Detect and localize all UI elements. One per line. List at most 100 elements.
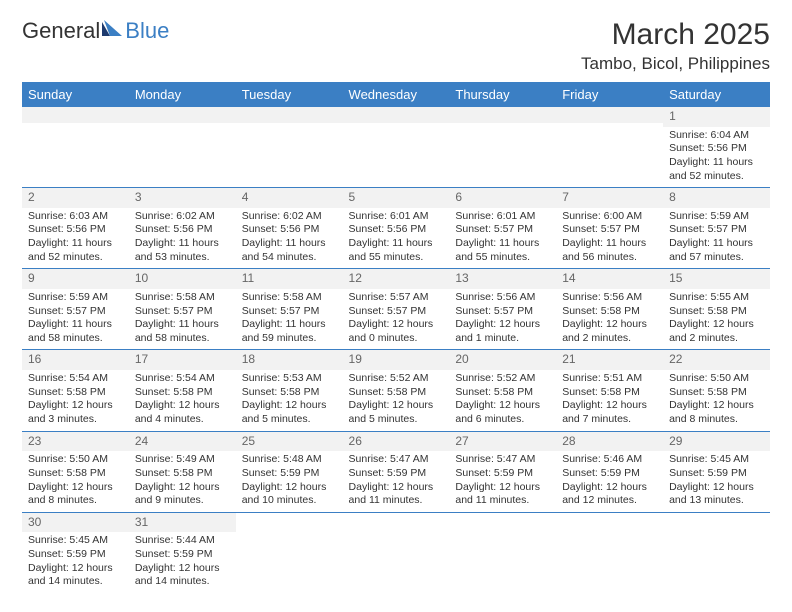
sunset-text: Sunset: 5:57 PM	[28, 305, 123, 319]
calendar-cell: 5Sunrise: 6:01 AMSunset: 5:56 PMDaylight…	[343, 188, 450, 269]
sunset-text: Sunset: 5:59 PM	[669, 467, 764, 481]
day-content: Sunrise: 5:56 AMSunset: 5:57 PMDaylight:…	[449, 289, 556, 350]
day-header: Monday	[129, 82, 236, 107]
day-content: Sunrise: 5:46 AMSunset: 5:59 PMDaylight:…	[556, 451, 663, 512]
calendar-cell: 10Sunrise: 5:58 AMSunset: 5:57 PMDayligh…	[129, 269, 236, 350]
sunrise-text: Sunrise: 6:00 AM	[562, 210, 657, 224]
calendar-cell: 22Sunrise: 5:50 AMSunset: 5:58 PMDayligh…	[663, 350, 770, 431]
day-content: Sunrise: 5:47 AMSunset: 5:59 PMDaylight:…	[449, 451, 556, 512]
sunrise-text: Sunrise: 5:46 AM	[562, 453, 657, 467]
day-number: 19	[343, 350, 450, 370]
daylight-text: Daylight: 11 hours and 55 minutes.	[455, 237, 550, 264]
calendar-cell: 8Sunrise: 5:59 AMSunset: 5:57 PMDaylight…	[663, 188, 770, 269]
calendar-cell	[22, 107, 129, 188]
calendar-cell: 6Sunrise: 6:01 AMSunset: 5:57 PMDaylight…	[449, 188, 556, 269]
sunrise-text: Sunrise: 5:50 AM	[669, 372, 764, 386]
sunset-text: Sunset: 5:59 PM	[28, 548, 123, 562]
daylight-text: Daylight: 11 hours and 53 minutes.	[135, 237, 230, 264]
day-number: 8	[663, 188, 770, 208]
day-header: Sunday	[22, 82, 129, 107]
day-number: 27	[449, 432, 556, 452]
calendar-cell: 19Sunrise: 5:52 AMSunset: 5:58 PMDayligh…	[343, 350, 450, 431]
calendar-cell	[663, 512, 770, 593]
day-content: Sunrise: 5:51 AMSunset: 5:58 PMDaylight:…	[556, 370, 663, 431]
daylight-text: Daylight: 12 hours and 2 minutes.	[669, 318, 764, 345]
day-content: Sunrise: 6:02 AMSunset: 5:56 PMDaylight:…	[236, 208, 343, 269]
day-number: 26	[343, 432, 450, 452]
day-number: 28	[556, 432, 663, 452]
sunrise-text: Sunrise: 6:01 AM	[349, 210, 444, 224]
sunset-text: Sunset: 5:58 PM	[669, 305, 764, 319]
sunrise-text: Sunrise: 5:56 AM	[455, 291, 550, 305]
day-number: 17	[129, 350, 236, 370]
sunset-text: Sunset: 5:58 PM	[349, 386, 444, 400]
daylight-text: Daylight: 11 hours and 56 minutes.	[562, 237, 657, 264]
day-number: 14	[556, 269, 663, 289]
day-content: Sunrise: 5:52 AMSunset: 5:58 PMDaylight:…	[343, 370, 450, 431]
daylight-text: Daylight: 12 hours and 4 minutes.	[135, 399, 230, 426]
day-number: 3	[129, 188, 236, 208]
daylight-text: Daylight: 11 hours and 59 minutes.	[242, 318, 337, 345]
sunset-text: Sunset: 5:59 PM	[349, 467, 444, 481]
day-number: 23	[22, 432, 129, 452]
calendar-cell	[236, 512, 343, 593]
daylight-text: Daylight: 12 hours and 1 minute.	[455, 318, 550, 345]
sunrise-text: Sunrise: 5:55 AM	[669, 291, 764, 305]
day-number: 13	[449, 269, 556, 289]
sunset-text: Sunset: 5:58 PM	[28, 467, 123, 481]
sunrise-text: Sunrise: 6:03 AM	[28, 210, 123, 224]
sunrise-text: Sunrise: 5:59 AM	[28, 291, 123, 305]
day-content: Sunrise: 5:59 AMSunset: 5:57 PMDaylight:…	[663, 208, 770, 269]
sunset-text: Sunset: 5:57 PM	[669, 223, 764, 237]
sunset-text: Sunset: 5:57 PM	[242, 305, 337, 319]
daylight-text: Daylight: 12 hours and 6 minutes.	[455, 399, 550, 426]
sunrise-text: Sunrise: 5:49 AM	[135, 453, 230, 467]
day-number: 30	[22, 513, 129, 533]
calendar-cell: 27Sunrise: 5:47 AMSunset: 5:59 PMDayligh…	[449, 431, 556, 512]
sunrise-text: Sunrise: 6:04 AM	[669, 129, 764, 143]
calendar-cell: 17Sunrise: 5:54 AMSunset: 5:58 PMDayligh…	[129, 350, 236, 431]
day-content: Sunrise: 5:48 AMSunset: 5:59 PMDaylight:…	[236, 451, 343, 512]
sunset-text: Sunset: 5:58 PM	[28, 386, 123, 400]
sunrise-text: Sunrise: 6:02 AM	[242, 210, 337, 224]
calendar-cell	[556, 107, 663, 188]
daylight-text: Daylight: 12 hours and 8 minutes.	[28, 481, 123, 508]
calendar-row: 16Sunrise: 5:54 AMSunset: 5:58 PMDayligh…	[22, 350, 770, 431]
calendar-cell: 25Sunrise: 5:48 AMSunset: 5:59 PMDayligh…	[236, 431, 343, 512]
sunset-text: Sunset: 5:56 PM	[242, 223, 337, 237]
sunset-text: Sunset: 5:58 PM	[455, 386, 550, 400]
day-content: Sunrise: 5:54 AMSunset: 5:58 PMDaylight:…	[129, 370, 236, 431]
calendar-cell: 12Sunrise: 5:57 AMSunset: 5:57 PMDayligh…	[343, 269, 450, 350]
day-content: Sunrise: 5:49 AMSunset: 5:58 PMDaylight:…	[129, 451, 236, 512]
sunrise-text: Sunrise: 5:53 AM	[242, 372, 337, 386]
day-content: Sunrise: 5:59 AMSunset: 5:57 PMDaylight:…	[22, 289, 129, 350]
day-content: Sunrise: 6:03 AMSunset: 5:56 PMDaylight:…	[22, 208, 129, 269]
month-title: March 2025	[581, 18, 770, 52]
day-number: 2	[22, 188, 129, 208]
calendar-cell	[343, 512, 450, 593]
day-content: Sunrise: 5:55 AMSunset: 5:58 PMDaylight:…	[663, 289, 770, 350]
calendar-cell: 23Sunrise: 5:50 AMSunset: 5:58 PMDayligh…	[22, 431, 129, 512]
sunrise-text: Sunrise: 5:45 AM	[28, 534, 123, 548]
calendar-cell: 7Sunrise: 6:00 AMSunset: 5:57 PMDaylight…	[556, 188, 663, 269]
sunset-text: Sunset: 5:59 PM	[455, 467, 550, 481]
day-content: Sunrise: 6:01 AMSunset: 5:56 PMDaylight:…	[343, 208, 450, 269]
sunset-text: Sunset: 5:58 PM	[135, 467, 230, 481]
daylight-text: Daylight: 12 hours and 13 minutes.	[669, 481, 764, 508]
daylight-text: Daylight: 12 hours and 12 minutes.	[562, 481, 657, 508]
logo-flag-icon	[102, 18, 124, 44]
sunrise-text: Sunrise: 5:45 AM	[669, 453, 764, 467]
day-number: 25	[236, 432, 343, 452]
day-content: Sunrise: 5:54 AMSunset: 5:58 PMDaylight:…	[22, 370, 129, 431]
sunset-text: Sunset: 5:57 PM	[455, 305, 550, 319]
header: General Blue March 2025 Tambo, Bicol, Ph…	[22, 18, 770, 74]
daylight-text: Daylight: 12 hours and 11 minutes.	[455, 481, 550, 508]
calendar-cell: 21Sunrise: 5:51 AMSunset: 5:58 PMDayligh…	[556, 350, 663, 431]
sunrise-text: Sunrise: 5:51 AM	[562, 372, 657, 386]
day-number: 21	[556, 350, 663, 370]
sunset-text: Sunset: 5:58 PM	[135, 386, 230, 400]
sunset-text: Sunset: 5:58 PM	[562, 305, 657, 319]
day-content: Sunrise: 5:50 AMSunset: 5:58 PMDaylight:…	[663, 370, 770, 431]
sunrise-text: Sunrise: 5:50 AM	[28, 453, 123, 467]
sunset-text: Sunset: 5:57 PM	[349, 305, 444, 319]
